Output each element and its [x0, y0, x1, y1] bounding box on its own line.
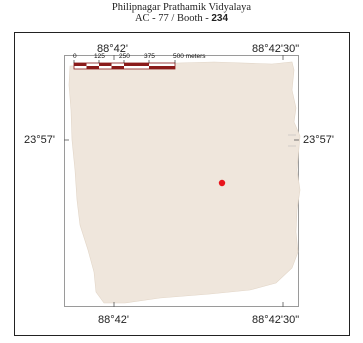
ac-booth-label: AC - 77 / Booth - [134, 13, 212, 24]
map-frame [14, 32, 350, 336]
lon-label-top-right: 88°42'30" [252, 43, 300, 55]
scale-label-500: 500 meters [173, 53, 206, 60]
scale-segment-5 [124, 63, 149, 66]
scale-label-0: 0 [73, 53, 77, 60]
map-subtitle: AC - 77 / Booth - 234 [0, 13, 363, 25]
scale-segment-1 [74, 63, 87, 66]
scale-bar [73, 60, 176, 70]
booth-number: 234 [211, 13, 229, 24]
scale-label-375: 375 [144, 53, 155, 60]
map-title: Philipnagar Prathamik Vidyalaya [111, 2, 252, 13]
scale-segment-2 [86, 66, 99, 69]
scale-label-125: 125 [94, 53, 105, 60]
lon-label-bottom-right: 88°42'30" [252, 314, 300, 326]
lat-label-right: 23°57' [303, 134, 334, 146]
scale-segment-6 [149, 66, 175, 69]
polling-station-marker [218, 179, 226, 187]
scale-label-250: 250 [119, 53, 130, 60]
scale-segment-3 [99, 63, 112, 66]
scale-segment-4 [111, 66, 124, 69]
lon-label-top-left: 88°42' [97, 43, 128, 55]
booth-area-polygon [68, 61, 301, 304]
lat-label-left: 23°57' [24, 134, 55, 146]
map-title-block: Philipnagar Prathamik Vidyalaya AC - 77 … [0, 2, 363, 25]
lon-label-bottom-left: 88°42' [98, 314, 129, 326]
